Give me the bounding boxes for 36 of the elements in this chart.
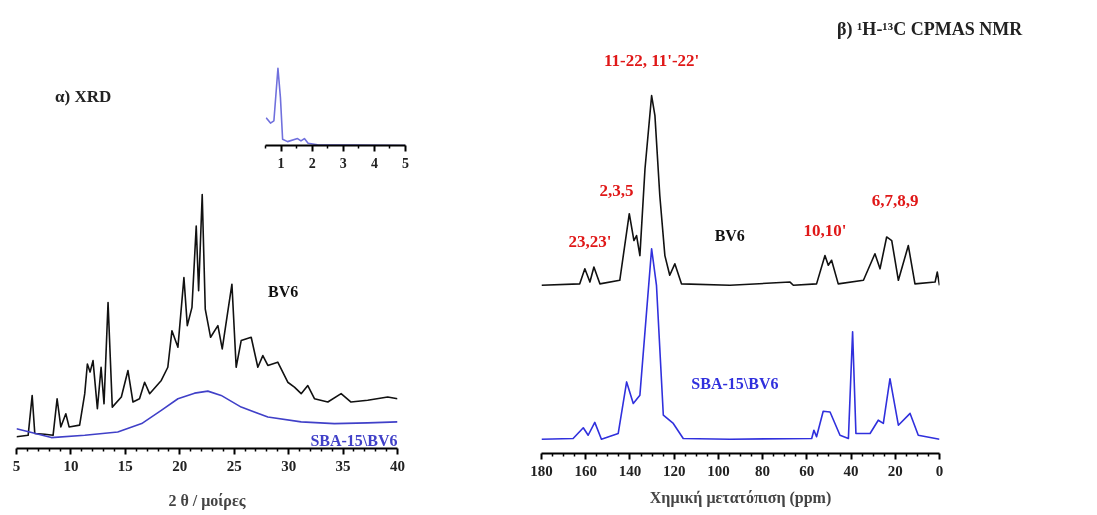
x-tick-label: 140	[618, 462, 642, 479]
text: BV6	[714, 226, 745, 244]
x-axis-title: 2 θ / μοίρες	[168, 491, 246, 510]
series-label: SBA-15\BV6	[310, 432, 398, 450]
annotation: 10,10'	[803, 221, 847, 241]
x-tick-label: 2	[308, 155, 316, 171]
series-label: SBA-15\BV6	[691, 375, 779, 393]
x-tick-label: 4	[370, 155, 378, 171]
x-tick-label: 120	[662, 462, 686, 479]
x-tick-label: 40	[843, 462, 859, 479]
x-tick-label: 180	[530, 462, 553, 479]
annotation: 6,7,8,9	[871, 190, 919, 210]
x-tick-label: 35	[335, 457, 351, 474]
x-axis-title: Χημική μετατόπιση (ppm)	[649, 488, 832, 507]
x-tick-label: 5	[12, 457, 21, 474]
annotation: 23,23'	[568, 232, 612, 252]
x-tick-label: 100	[707, 462, 730, 479]
x-tick-label: 30	[281, 457, 297, 474]
x-tick-label: 60	[799, 462, 815, 479]
x-tick-label: 160	[574, 462, 597, 479]
x-tick-label: 15	[117, 457, 133, 474]
x-tick-label: 20	[887, 462, 903, 479]
x-tick-label: 0	[935, 462, 944, 479]
chart-title: α) XRD	[55, 86, 112, 108]
x-tick-label: 3	[339, 155, 347, 171]
text: BV6	[268, 283, 299, 301]
x-tick-label: 1	[277, 155, 285, 171]
x-tick-label: 40	[390, 457, 405, 474]
text: 11-22, 11'-22'	[603, 51, 700, 71]
annotation: 2,3,5	[599, 180, 634, 200]
x-tick-label: 25	[226, 457, 242, 474]
x-tick-label: 10	[63, 457, 79, 474]
x-tick-label: 80	[755, 462, 771, 479]
chart-title: β) ¹H-¹³C CPMAS NMR	[837, 18, 1023, 41]
x-tick-label: 5	[402, 155, 409, 171]
x-tick-label: 20	[172, 457, 188, 474]
